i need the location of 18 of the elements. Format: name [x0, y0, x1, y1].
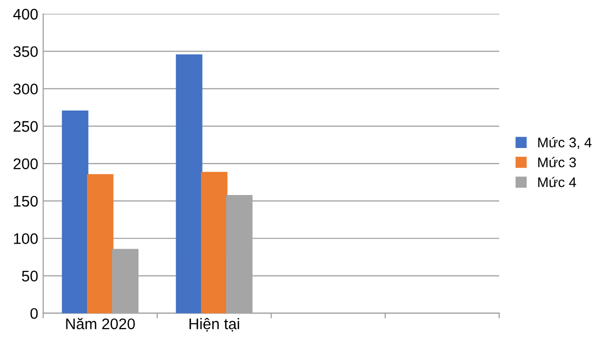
legend-label: Mức 3: [538, 156, 576, 168]
legend-label: Mức 3, 4: [538, 137, 592, 150]
y-tick-label: 150: [14, 196, 38, 207]
y-tick-label: 0: [30, 308, 38, 319]
y-tick-label: 300: [13, 84, 38, 94]
bar: [176, 54, 202, 314]
y-tick-label: 250: [14, 121, 38, 132]
y-tick-label: 100: [14, 233, 38, 244]
bar: [200, 172, 228, 314]
x-tick-label: Năm 2020: [66, 318, 135, 330]
bar: [86, 174, 114, 314]
bar: [62, 110, 88, 314]
y-tick-label: 400: [13, 8, 38, 20]
legend-label: Mức 4: [538, 176, 576, 188]
x-tick-label: Hiện tại: [190, 318, 240, 332]
y-tick-label: 350: [13, 46, 38, 58]
y-tick-label: 200: [14, 158, 38, 170]
y-tick-label: 50: [22, 270, 38, 282]
